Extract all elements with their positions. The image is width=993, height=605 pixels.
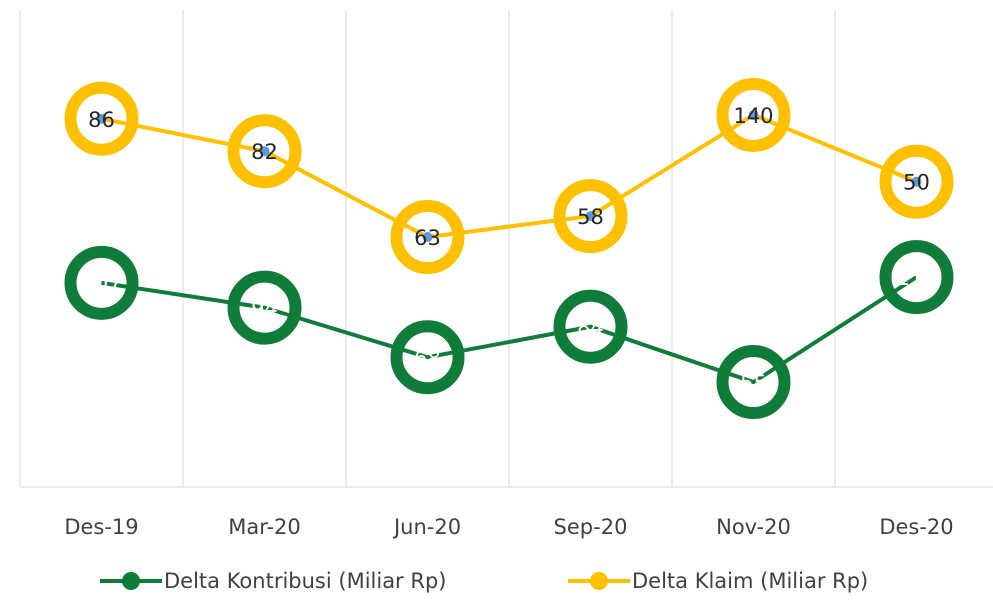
legend-marker (590, 572, 608, 590)
marker-dot (96, 113, 107, 124)
data-label: 110 (896, 266, 936, 290)
marker (553, 289, 628, 364)
data-label: 94 (251, 297, 278, 321)
x-tick-label: Sep-20 (554, 515, 628, 539)
legend-label: Delta Kontribusi (Miliar Rp) (164, 569, 447, 593)
x-tick-label: Des-19 (64, 515, 138, 539)
data-label: 63 (414, 226, 441, 250)
marker (553, 179, 628, 254)
marker (64, 81, 139, 156)
marker (227, 114, 302, 189)
x-tick-label: Mar-20 (228, 515, 301, 539)
legend-marker (122, 572, 140, 590)
marker (879, 240, 954, 315)
marker (716, 345, 791, 420)
marker-dot (259, 146, 270, 157)
data-label: 140 (733, 104, 773, 128)
marker-dot (585, 211, 596, 222)
marker-dot (748, 109, 759, 120)
marker-dot (422, 232, 433, 243)
data-label: 107 (81, 272, 121, 296)
legend-label: Delta Klaim (Miliar Rp) (632, 569, 868, 593)
data-label: 84 (577, 316, 604, 340)
x-tick-label: Des-20 (879, 515, 953, 539)
data-label: 55 (740, 371, 767, 395)
x-tick-label: Nov-20 (716, 515, 791, 539)
marker (390, 320, 465, 395)
marker (716, 77, 791, 152)
data-label: 68 (414, 346, 441, 370)
data-label: 82 (251, 140, 278, 164)
marker (227, 270, 302, 345)
marker (64, 245, 139, 320)
marker-dot (911, 176, 922, 187)
x-tick-label: Jun-20 (392, 515, 461, 539)
marker (879, 144, 954, 219)
data-label: 86 (88, 108, 115, 132)
data-label: 50 (903, 171, 930, 195)
data-label: 58 (577, 205, 604, 229)
marker (390, 200, 465, 275)
